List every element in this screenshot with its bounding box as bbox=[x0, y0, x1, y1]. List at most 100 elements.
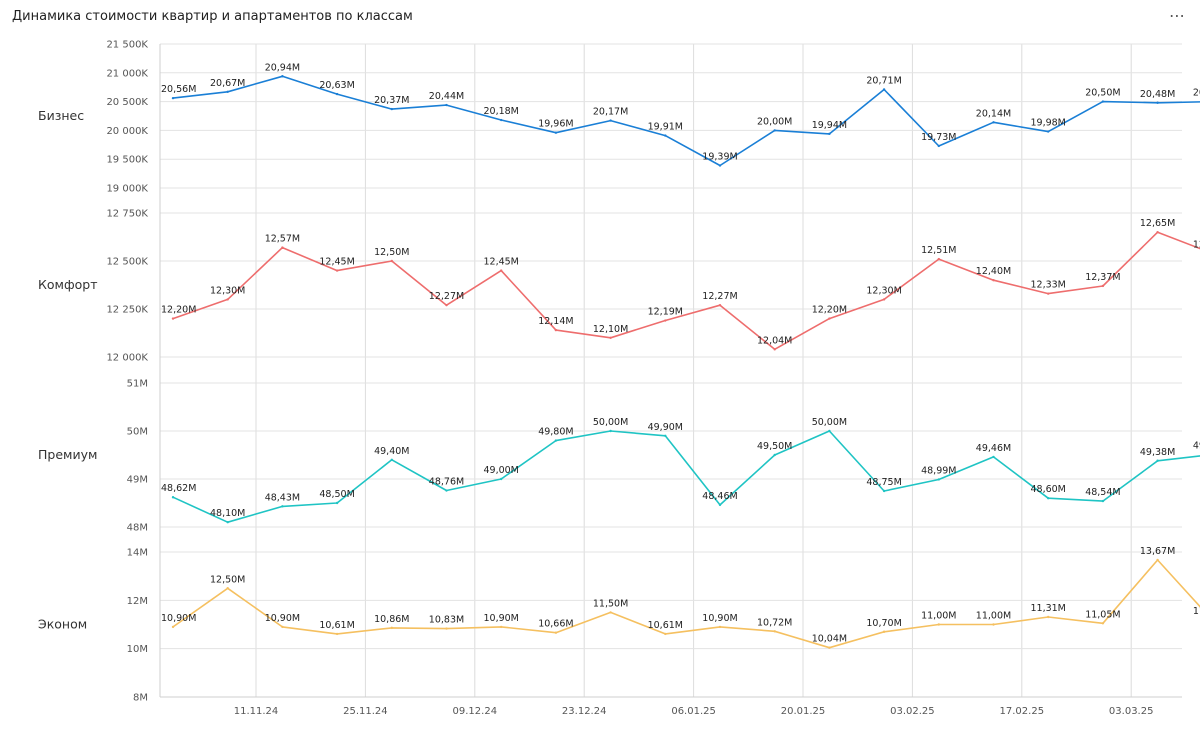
panel-label: Бизнес bbox=[38, 108, 84, 123]
data-label: 12,19M bbox=[648, 307, 683, 318]
data-label: 19,96M bbox=[538, 119, 573, 130]
data-point bbox=[992, 121, 995, 124]
y-tick-label: 21 000K bbox=[106, 68, 148, 79]
data-label: 48,62M bbox=[161, 483, 196, 494]
x-tick-label: 03.02.25 bbox=[890, 706, 935, 717]
x-tick-label: 03.03.25 bbox=[1109, 706, 1154, 717]
y-tick-label: 12M bbox=[127, 596, 148, 607]
data-point bbox=[1156, 558, 1159, 562]
x-tick-label: 23.12.24 bbox=[562, 706, 607, 717]
data-point bbox=[445, 627, 448, 630]
data-label: 11,00M bbox=[976, 611, 1011, 622]
data-label: 20,44M bbox=[429, 91, 464, 102]
data-point bbox=[828, 132, 831, 136]
data-point bbox=[773, 348, 776, 351]
data-label: 12,50M bbox=[374, 247, 409, 258]
data-label: 12,10M bbox=[593, 324, 628, 335]
y-tick-label: 20 500K bbox=[106, 97, 148, 108]
series-line bbox=[172, 231, 1200, 351]
data-label: 20,56M bbox=[161, 84, 196, 95]
x-tick-label: 20.01.25 bbox=[781, 706, 826, 717]
data-point bbox=[609, 119, 612, 122]
data-point bbox=[554, 439, 558, 442]
data-point bbox=[773, 129, 776, 132]
data-point bbox=[609, 611, 612, 614]
y-tick-label: 12 750K bbox=[106, 209, 148, 220]
y-tick-label: 19 500K bbox=[106, 155, 148, 166]
panel-label: Комфорт bbox=[38, 277, 98, 292]
data-point bbox=[335, 632, 339, 636]
x-tick-label: 06.01.25 bbox=[671, 706, 716, 717]
data-label: 12,57M bbox=[265, 234, 300, 245]
chart-title: Динамика стоимости квартир и апартаменто… bbox=[12, 9, 413, 24]
data-point bbox=[1156, 459, 1159, 462]
data-point bbox=[335, 269, 339, 272]
data-point bbox=[1047, 615, 1050, 619]
data-point bbox=[335, 501, 339, 505]
data-point bbox=[1047, 292, 1050, 295]
data-label: 19,94M bbox=[812, 120, 847, 131]
data-label: 19,73M bbox=[921, 132, 956, 143]
y-tick-label: 12 500K bbox=[106, 257, 148, 268]
data-label: 20,00M bbox=[757, 116, 792, 127]
data-point bbox=[281, 505, 284, 508]
data-label: 20,71M bbox=[866, 76, 901, 87]
panel-label: Премиум bbox=[38, 447, 97, 462]
data-point bbox=[718, 503, 722, 507]
data-point bbox=[500, 269, 503, 272]
series-line bbox=[172, 75, 1200, 167]
data-label: 49,51M bbox=[1193, 441, 1200, 452]
data-label: 12,04M bbox=[757, 335, 792, 346]
data-point bbox=[882, 88, 886, 91]
data-label: 10,61M bbox=[319, 620, 354, 631]
data-label: 12,33M bbox=[1030, 280, 1065, 291]
y-tick-label: 48M bbox=[127, 523, 148, 534]
data-point bbox=[992, 623, 995, 626]
data-point bbox=[882, 298, 886, 301]
y-tick-label: 51M bbox=[127, 379, 148, 390]
data-label: 19,91M bbox=[648, 122, 683, 133]
data-point bbox=[1047, 130, 1050, 133]
data-point bbox=[609, 429, 612, 433]
data-point bbox=[390, 107, 393, 111]
data-label: 12,40M bbox=[976, 266, 1011, 277]
data-label: 50,00M bbox=[812, 417, 847, 428]
data-point bbox=[1156, 101, 1159, 104]
y-tick-label: 8M bbox=[133, 693, 148, 704]
y-tick-label: 21 500K bbox=[106, 40, 148, 51]
data-label: 12,30M bbox=[210, 285, 245, 296]
data-label: 20,50M bbox=[1193, 88, 1200, 99]
series-line bbox=[172, 559, 1200, 649]
data-label: 10,72M bbox=[757, 617, 792, 628]
data-point bbox=[1047, 497, 1050, 500]
data-point bbox=[937, 623, 940, 626]
data-label: 20,50M bbox=[1085, 88, 1120, 99]
data-label: 19,98M bbox=[1030, 118, 1065, 129]
data-point bbox=[992, 455, 995, 459]
data-point bbox=[226, 521, 229, 524]
data-label: 12,45M bbox=[483, 257, 518, 268]
data-label: 48,54M bbox=[1085, 487, 1120, 498]
series-line bbox=[172, 430, 1200, 524]
data-point bbox=[390, 259, 393, 263]
data-point bbox=[281, 625, 284, 629]
data-label: 49,00M bbox=[483, 465, 518, 476]
data-point bbox=[828, 429, 831, 433]
data-point bbox=[882, 489, 886, 493]
data-point bbox=[390, 626, 393, 630]
data-point bbox=[554, 328, 558, 332]
data-label: 12,65M bbox=[1140, 218, 1175, 229]
data-point bbox=[937, 257, 940, 261]
data-label: 12,27M bbox=[429, 291, 464, 302]
data-label: 48,75M bbox=[866, 477, 901, 488]
data-label: 10,90M bbox=[702, 613, 737, 624]
data-point bbox=[445, 303, 448, 307]
data-point bbox=[828, 317, 831, 320]
data-label: 48,43M bbox=[265, 492, 300, 503]
data-label: 10,90M bbox=[161, 613, 196, 624]
y-tick-label: 12 250K bbox=[106, 305, 148, 316]
more-options-icon[interactable]: ⋯ bbox=[1169, 6, 1186, 25]
data-point bbox=[1101, 499, 1105, 503]
data-label: 12,37M bbox=[1085, 272, 1120, 283]
data-point bbox=[226, 298, 229, 301]
